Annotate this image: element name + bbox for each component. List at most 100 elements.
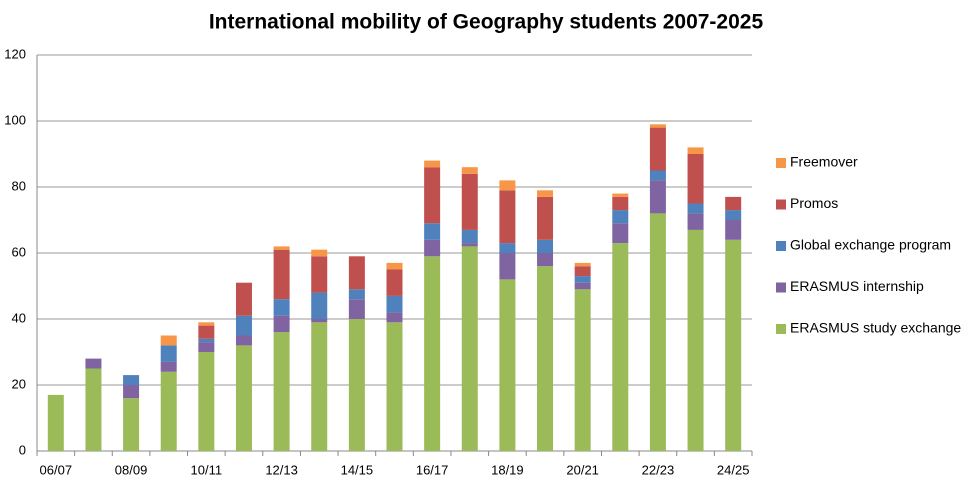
bar-segment (725, 220, 742, 240)
x-tick-label: 12/13 (265, 462, 298, 477)
bar-segment (123, 385, 140, 399)
y-tick-label: 80 (12, 178, 26, 193)
bar-segment (424, 160, 441, 168)
bar-segment (612, 223, 629, 244)
bar-segment (123, 375, 140, 385)
bar-segment (235, 345, 252, 451)
bar-segment (311, 319, 328, 323)
bar-segment (386, 322, 403, 451)
bar-segment (499, 279, 516, 451)
legend-swatch (776, 199, 786, 210)
bar-segment (574, 266, 591, 277)
bar-segment (612, 210, 629, 224)
bar-segment (235, 335, 252, 346)
legend-label: Promos (790, 195, 838, 211)
bar-segment (386, 262, 403, 270)
x-tick-label: 06/07 (40, 462, 73, 477)
bar-segment (537, 266, 554, 451)
bar-segment (85, 358, 102, 369)
bar-segment (574, 262, 591, 267)
bar-segment (160, 361, 177, 372)
bar-segment (461, 167, 478, 174)
bar-segment (461, 243, 478, 247)
bar-segment (612, 196, 629, 211)
bar-segment (499, 243, 516, 253)
bar-segment (725, 239, 742, 451)
bar-segment (612, 243, 629, 451)
bar-segment (537, 196, 554, 240)
bar-segment (273, 315, 290, 333)
x-tick-label: 22/23 (642, 462, 675, 477)
bar-segment (273, 332, 290, 451)
chart-title: International mobility of Geography stud… (209, 11, 764, 34)
bar-segment (348, 289, 365, 300)
bar-segment (123, 398, 140, 451)
x-tick-label: 14/15 (341, 462, 374, 477)
x-tick-label: 16/17 (416, 462, 449, 477)
bar-segment (424, 167, 441, 224)
bar-segment (424, 256, 441, 451)
bar-segment (47, 394, 64, 451)
legend-label: ERASMUS study exchange (790, 320, 961, 336)
bar-segment (649, 170, 666, 181)
bar-segment (687, 203, 704, 214)
bar-segment (311, 292, 328, 319)
bar-segment (687, 213, 704, 230)
bar-segment (649, 124, 666, 128)
bar-segment (574, 289, 591, 451)
bar-segment (311, 249, 328, 257)
bar-segment (198, 338, 215, 343)
x-tick-label: 10/11 (191, 462, 223, 477)
bar-segment (235, 282, 252, 316)
legend-swatch (776, 324, 786, 334)
bar-segment (198, 325, 215, 339)
bar-segment (273, 246, 290, 250)
bar-segment (687, 147, 704, 154)
bar-segment (235, 315, 252, 336)
bar-segment (537, 253, 554, 267)
y-tick-label: 120 (4, 46, 26, 61)
y-tick-label: 20 (12, 376, 26, 391)
bar-segment (461, 229, 478, 244)
legend-label: ERASMUS internship (790, 278, 924, 294)
x-tick-label: 20/21 (566, 462, 599, 477)
legend-swatch (776, 282, 786, 293)
y-tick-label: 60 (12, 244, 26, 259)
bar-segment (386, 269, 403, 296)
bar-segment (687, 229, 704, 451)
bar-segment (649, 180, 666, 214)
bar-segment (273, 249, 290, 300)
bar-segment (725, 196, 742, 211)
legend-swatch (776, 241, 786, 251)
legend-label: Global exchange program (790, 237, 951, 253)
x-tick-label: 18/19 (491, 462, 524, 477)
bar-segment (386, 312, 403, 323)
bar-segment (311, 322, 328, 451)
y-tick-label: 100 (4, 112, 26, 127)
y-tick-label: 40 (12, 310, 26, 325)
bar-segment (461, 173, 478, 230)
bar-segment (85, 368, 102, 451)
bar-segment (461, 246, 478, 451)
bar-segment (198, 342, 215, 352)
bar-segment (160, 371, 177, 451)
bar-segment (273, 299, 290, 316)
bar-segment (348, 256, 365, 290)
bar-segment (499, 180, 516, 191)
bar-segment (160, 335, 177, 346)
bar-segment (574, 282, 591, 290)
bar-segment (649, 213, 666, 451)
bar-segment (574, 276, 591, 283)
bar-segment (348, 299, 365, 319)
bar-segment (424, 239, 441, 257)
bar-segment (198, 322, 215, 326)
bar-segment (612, 193, 629, 197)
bar-segment (386, 295, 403, 313)
x-tick-label: 08/09 (115, 462, 148, 477)
bar-segment (725, 210, 742, 220)
bar-segment (499, 253, 516, 280)
bar-segment (160, 345, 177, 362)
legend-swatch (776, 158, 786, 168)
bar-segment (687, 154, 704, 204)
